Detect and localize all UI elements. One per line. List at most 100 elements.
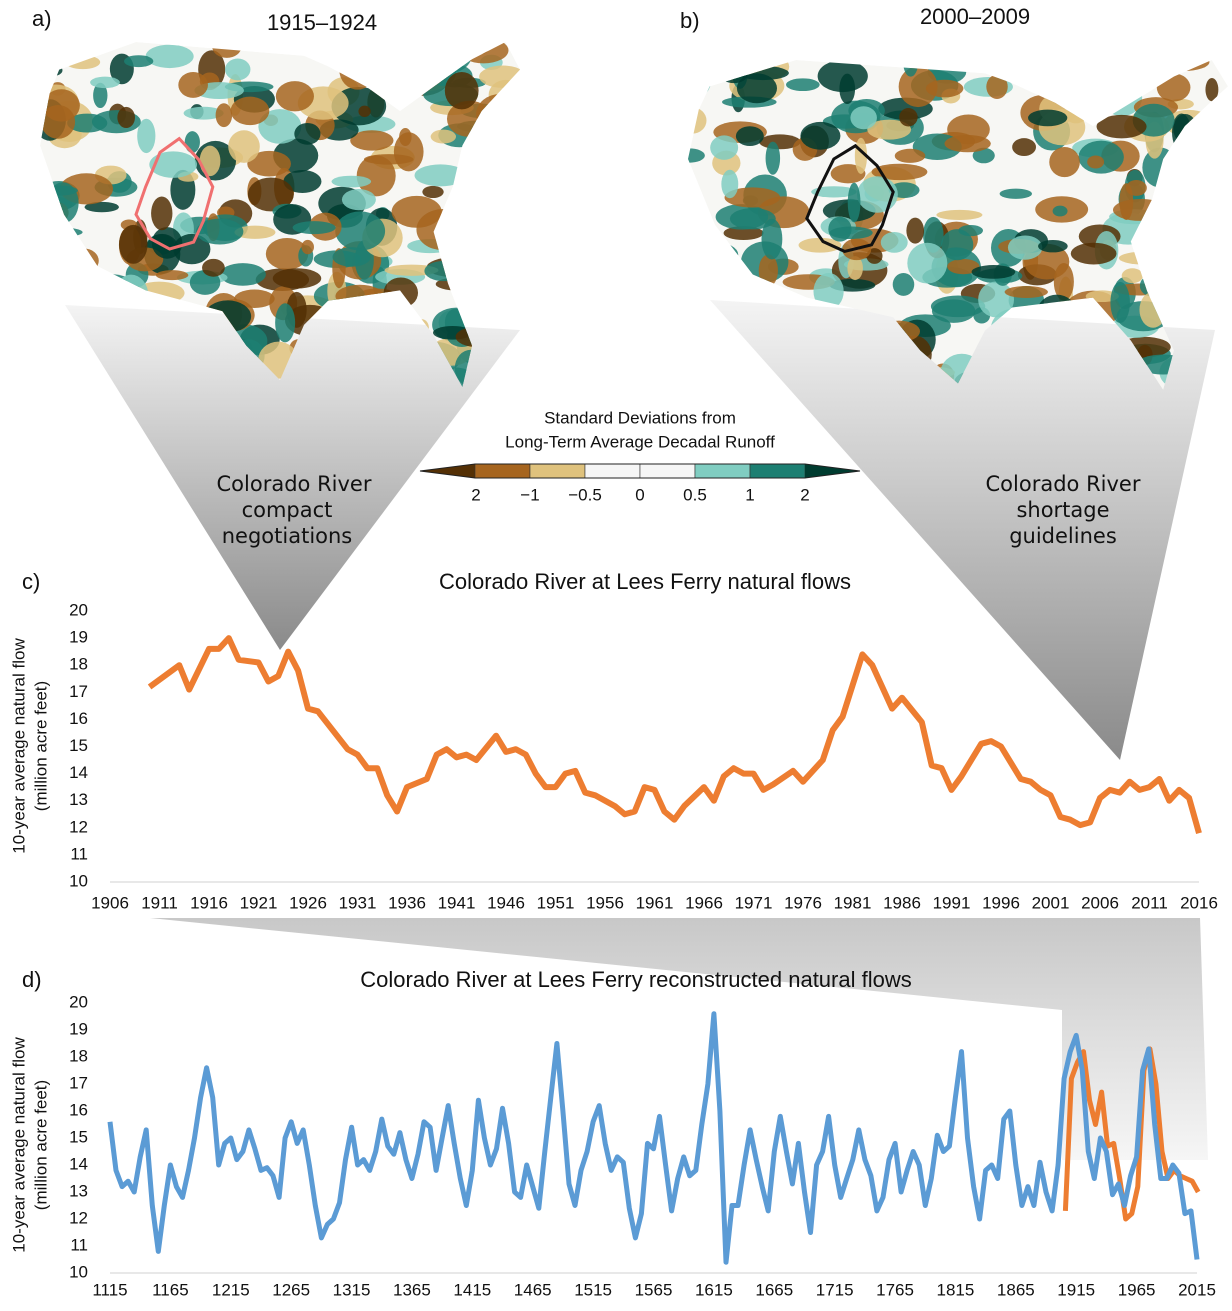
runoff-patch bbox=[117, 106, 135, 129]
map bbox=[688, 60, 1228, 390]
annotation: compact bbox=[242, 498, 333, 522]
x-tick-label: 1515 bbox=[574, 1280, 612, 1299]
y-tick-label: 16 bbox=[69, 709, 88, 728]
chart-title: Colorado River at Lees Ferry natural flo… bbox=[439, 569, 851, 594]
x-tick-label: 1981 bbox=[834, 893, 872, 912]
runoff-patch bbox=[335, 211, 386, 251]
runoff-patch bbox=[944, 134, 991, 153]
x-tick-label: 1956 bbox=[586, 893, 624, 912]
y-tick-label: 11 bbox=[70, 844, 88, 863]
runoff-patch bbox=[470, 230, 511, 248]
runoff-patch bbox=[1028, 109, 1068, 127]
runoff-patch bbox=[1125, 180, 1147, 196]
runoff-patch bbox=[183, 106, 224, 120]
runoff-patch bbox=[414, 164, 467, 187]
x-tick-label: 1931 bbox=[339, 893, 377, 912]
runoff-patch bbox=[258, 109, 302, 144]
runoff-patch bbox=[1096, 114, 1147, 139]
annotation: Colorado River bbox=[986, 472, 1141, 496]
x-tick-label: 2011 bbox=[1131, 893, 1168, 912]
runoff-patch bbox=[363, 154, 414, 165]
runoff-patch bbox=[811, 186, 857, 198]
runoff-patch bbox=[155, 270, 189, 281]
basin bbox=[805, 143, 895, 253]
runoff-patch bbox=[688, 235, 720, 254]
runoff-patch bbox=[1144, 215, 1193, 234]
runoff-patch bbox=[735, 126, 764, 146]
y-tick-label: 12 bbox=[69, 817, 88, 836]
runoff-patch bbox=[212, 42, 242, 58]
runoff-patch bbox=[1201, 193, 1226, 232]
runoff-patch bbox=[693, 242, 739, 267]
runoff-patch bbox=[475, 209, 493, 226]
runoff-patch bbox=[461, 280, 474, 308]
runoff-patch bbox=[986, 74, 1008, 99]
x-tick-label: 1265 bbox=[272, 1280, 310, 1299]
flow-line bbox=[107, 1011, 1200, 1265]
runoff-patch bbox=[234, 289, 275, 308]
runoff-patch bbox=[724, 187, 781, 208]
x-tick-label: 1965 bbox=[1118, 1280, 1156, 1299]
runoff-patch bbox=[723, 226, 764, 240]
runoff-patch bbox=[292, 221, 336, 235]
x-tick-label: 1715 bbox=[816, 1280, 854, 1299]
runoff-patch bbox=[356, 155, 396, 197]
x-tick-label: 1906 bbox=[91, 893, 129, 912]
runoff-patch bbox=[1154, 252, 1202, 284]
colorbar-label: 1 bbox=[745, 485, 754, 504]
y-tick-label: 19 bbox=[69, 628, 88, 647]
y-axis-label: (million acre feet) bbox=[31, 681, 50, 811]
runoff-patch bbox=[40, 227, 83, 238]
runoff-patch bbox=[40, 105, 76, 139]
runoff-patch bbox=[387, 60, 413, 84]
y-axis-label: (million acre feet) bbox=[31, 1080, 50, 1210]
runoff-patch bbox=[458, 254, 503, 295]
runoff-patch bbox=[119, 224, 148, 264]
x-tick-label: 1915 bbox=[1057, 1280, 1095, 1299]
x-tick-label: 1865 bbox=[997, 1280, 1035, 1299]
runoff-patch bbox=[1139, 291, 1167, 328]
runoff-patch bbox=[1205, 77, 1219, 102]
runoff-patch bbox=[199, 145, 221, 177]
runoff-patch bbox=[907, 242, 948, 284]
y-axis-label: 10-year average natural flow bbox=[9, 638, 28, 854]
funnel bbox=[150, 918, 1208, 1160]
runoff-patch bbox=[1118, 251, 1175, 265]
runoff-patch bbox=[497, 172, 520, 214]
runoff-patch bbox=[947, 258, 980, 275]
runoff-patch bbox=[230, 96, 270, 126]
runoff-patch bbox=[225, 58, 251, 81]
runoff-patch bbox=[936, 209, 983, 221]
runoff-patch bbox=[1082, 66, 1096, 88]
runoff-patch bbox=[70, 275, 113, 308]
x-tick-label: 2001 bbox=[1032, 893, 1070, 912]
runoff-patch bbox=[479, 65, 520, 88]
runoff-patch bbox=[688, 240, 709, 281]
runoff-patch bbox=[40, 288, 72, 322]
runoff-patch bbox=[688, 249, 714, 281]
x-tick-label: 2006 bbox=[1081, 893, 1119, 912]
colorbar-segment bbox=[529, 463, 586, 479]
colorbar-segment bbox=[694, 463, 751, 479]
runoff-patch bbox=[145, 44, 194, 69]
runoff-patch bbox=[69, 248, 99, 274]
runoff-patch bbox=[971, 265, 1016, 279]
runoff-patch bbox=[332, 247, 371, 267]
y-tick-label: 12 bbox=[69, 1208, 88, 1227]
runoff-patch bbox=[972, 147, 995, 164]
runoff-patch bbox=[1156, 73, 1191, 102]
y-tick-label: 11 bbox=[70, 1235, 88, 1254]
map-title: 1915–1924 bbox=[267, 10, 377, 35]
runoff-patch bbox=[847, 182, 861, 223]
runoff-patch bbox=[327, 45, 358, 63]
runoff-patch bbox=[867, 119, 912, 140]
runoff-patch bbox=[406, 42, 451, 54]
runoff-patch bbox=[272, 268, 322, 289]
runoff-patch bbox=[40, 351, 53, 369]
runoff-patch bbox=[247, 177, 294, 212]
y-tick-label: 14 bbox=[69, 1154, 88, 1173]
runoff-patch bbox=[40, 369, 57, 387]
runoff-patch bbox=[800, 121, 841, 150]
y-tick-label: 16 bbox=[69, 1100, 88, 1119]
runoff-patch bbox=[1094, 63, 1112, 79]
